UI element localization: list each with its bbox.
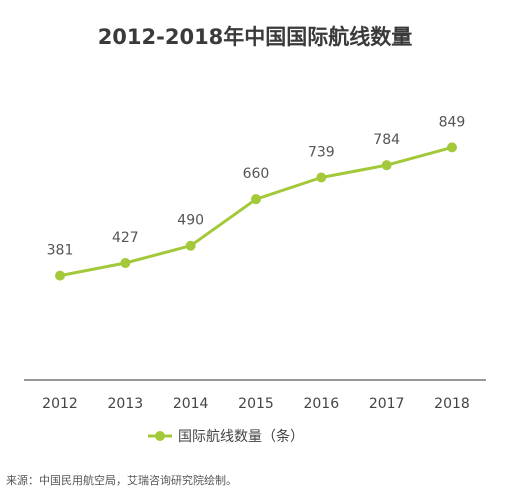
data-point-2016	[316, 172, 327, 183]
data-point-2014	[185, 240, 196, 251]
data-label-2012: 381	[47, 243, 74, 259]
chart-title: 2012-2018年中国国际航线数量	[98, 25, 413, 49]
data-label-2018: 849	[439, 114, 466, 130]
legend: 国际航线数量（条）	[148, 428, 304, 445]
data-label-2016: 739	[308, 145, 335, 161]
legend-swatch-marker	[155, 431, 165, 441]
data-point-2017	[381, 160, 392, 171]
x-tick-label-2015: 2015	[238, 396, 274, 412]
plot-area: 381 2012 427 2013 490 2014 660 2015 739 2016 784 20…	[24, 114, 486, 412]
data-label-2013: 427	[112, 230, 139, 246]
data-point-2018	[446, 142, 457, 153]
x-tick-label-2012: 2012	[42, 396, 78, 412]
x-tick-label-2017: 2017	[369, 396, 405, 412]
x-tick-label-2013: 2013	[108, 396, 144, 412]
data-point-2012	[55, 270, 65, 281]
data-point-2013	[120, 258, 131, 269]
source-note: 来源：中国民用航空局，艾瑞咨询研究院绘制。	[6, 474, 237, 487]
data-label-2015: 660	[243, 166, 270, 182]
data-label-2017: 784	[373, 132, 400, 148]
x-tick-label-2018: 2018	[434, 396, 470, 412]
data-point-2015	[250, 194, 261, 205]
x-tick-label-2014: 2014	[173, 396, 209, 412]
x-tick-label-2016: 2016	[303, 396, 339, 412]
line-chart: 2012-2018年中国国际航线数量 381 2012 427 2013 490 2014…	[24, 25, 486, 445]
data-label-2014: 490	[177, 213, 204, 229]
legend-label: 国际航线数量（条）	[178, 428, 304, 445]
